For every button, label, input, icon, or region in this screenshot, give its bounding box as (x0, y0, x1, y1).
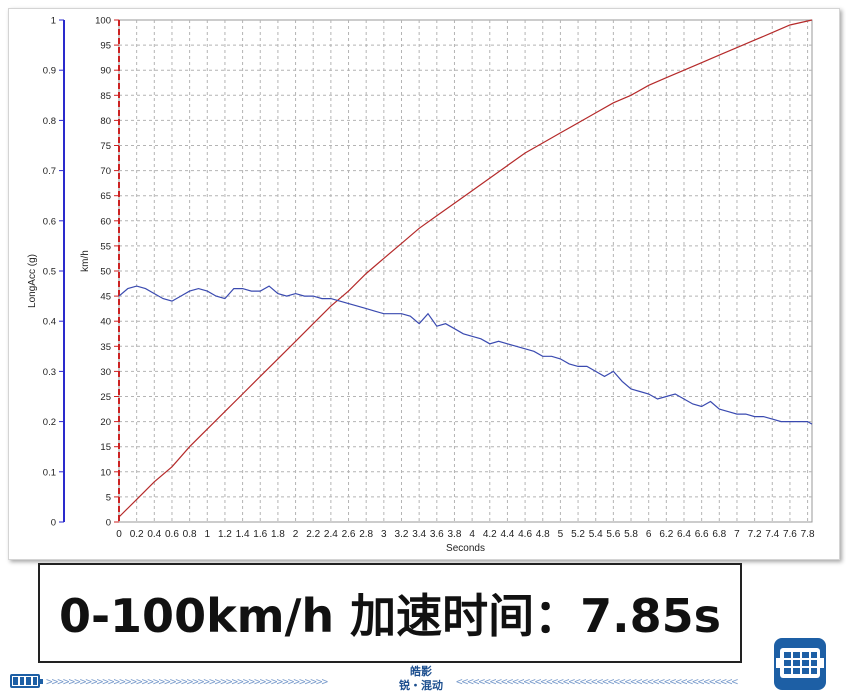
x-tick-label: 6.6 (695, 529, 709, 540)
speed-tick-label: 20 (100, 417, 111, 428)
speed-tick-label: 25 (100, 392, 111, 403)
x-tick-label: 0.6 (165, 529, 179, 540)
x-tick-label: 6 (646, 529, 652, 540)
x-tick-label: 2.6 (342, 529, 356, 540)
arrows-right: <<<<<<<<<<<<<<<<<<<<<<<<<<<<<<<<<<<<<<<<… (456, 675, 738, 688)
x-tick-label: 4.2 (483, 529, 497, 540)
speed-tick-label: 5 (106, 492, 111, 503)
speed-tick-label: 50 (100, 267, 111, 278)
x-tick-label: 4 (469, 529, 475, 540)
x-axis-label: Seconds (446, 543, 485, 554)
x-tick-label: 1.4 (236, 529, 250, 540)
x-tick-label: 5 (558, 529, 564, 540)
x-tick-label: 3.6 (430, 529, 444, 540)
x-tick-label: 5.4 (589, 529, 603, 540)
x-tick-label: 3.2 (395, 529, 409, 540)
x-tick-label: 3.4 (412, 529, 426, 540)
speed-tick-label: 45 (100, 292, 111, 303)
x-tick-label: 7.4 (765, 529, 779, 540)
chart-panel: 0 0.2 0.4 0.6 0.8 1 1.2 1.4 1.6 1.8 2 2.2 2.4 2.6 2.8 3… (8, 8, 840, 560)
speed-series-line (118, 19, 813, 518)
speed-tick-label: 100 (95, 16, 111, 27)
speed-tick-label: 85 (100, 91, 111, 102)
brand-line-2: 锐・混动 (399, 679, 443, 692)
x-tick-label: 7.8 (801, 529, 815, 540)
x-tick-label: 3.8 (448, 529, 462, 540)
x-tick-label: 6.8 (712, 529, 726, 540)
arrows-left: >>>>>>>>>>>>>>>>>>>>>>>>>>>>>>>>>>>>>>>>… (46, 675, 328, 688)
speed-tick-label: 75 (100, 141, 111, 152)
speed-axis-label: km/h (80, 250, 91, 272)
x-tick-label: 7.6 (783, 529, 797, 540)
x-tick-label: 7 (734, 529, 740, 540)
x-tick-label: 6.2 (659, 529, 673, 540)
acc-tick-label: 0 (51, 518, 56, 529)
speed-tick-label: 65 (100, 191, 111, 202)
x-tick-label: 2.2 (306, 529, 320, 540)
x-tick-label: 4.8 (536, 529, 550, 540)
x-tick-label: 7.2 (748, 529, 762, 540)
x-tick-label: 0 (116, 529, 122, 540)
acc-tick-label: 0.7 (43, 166, 56, 177)
speed-tick-label: 90 (100, 66, 111, 77)
x-tick-label: 5.6 (606, 529, 620, 540)
chart-svg: 0 0.2 0.4 0.6 0.8 1 1.2 1.4 1.6 1.8 2 2.2 2.4 2.6 2.8 3… (27, 16, 815, 555)
acc-axis-label: LongAcc (g) (27, 254, 38, 308)
speed-tick-label: 60 (100, 216, 111, 227)
x-tick-label: 4.4 (500, 529, 514, 540)
brand-line-1: 皓影 (410, 665, 432, 678)
speed-tick-label: 55 (100, 241, 111, 252)
brand-text: 皓影 锐・混动 (386, 665, 456, 693)
x-tick-label: 0.8 (183, 529, 197, 540)
x-tick-label: 5.2 (571, 529, 585, 540)
speed-tick-label: 15 (100, 442, 111, 453)
x-tick-label: 1 (204, 529, 210, 540)
x-tick-label: 0.4 (147, 529, 161, 540)
footer-bar: >>>>>>>>>>>>>>>>>>>>>>>>>>>>>>>>>>>>>>>>… (0, 638, 846, 698)
x-tick-label: 2 (293, 529, 299, 540)
acc-tick-label: 0.9 (43, 66, 56, 77)
x-tick-label: 1.2 (218, 529, 232, 540)
speed-tick-label: 0 (106, 518, 111, 529)
speed-tick-label: 30 (100, 367, 111, 378)
x-tick-label: 2.8 (359, 529, 373, 540)
x-tick-label: 2.4 (324, 529, 338, 540)
speed-tick-label: 80 (100, 116, 111, 127)
acc-series-line (118, 285, 813, 425)
engine-grid-icon (774, 638, 826, 690)
speed-tick-label: 70 (100, 166, 111, 177)
acc-tick-label: 0.4 (43, 317, 56, 328)
x-tick-label: 1.6 (253, 529, 267, 540)
headline-box: 0-100km/h 加速时间：7.85s (38, 563, 742, 663)
acc-tick-label: 0.6 (43, 216, 56, 227)
speed-tick-label: 35 (100, 342, 111, 353)
x-tick-label: 3 (381, 529, 387, 540)
battery-icon (10, 674, 43, 688)
acc-tick-label: 0.1 (43, 467, 56, 478)
acc-tick-label: 0.3 (43, 367, 56, 378)
speed-tick-label: 40 (100, 317, 111, 328)
headline-text: 0-100km/h 加速时间：7.85s (58, 589, 722, 643)
x-tick-label: 1.8 (271, 529, 285, 540)
speed-tick-label: 95 (100, 41, 111, 52)
speed-tick-label: 10 (100, 467, 111, 478)
x-tick-label: 0.2 (130, 529, 144, 540)
acc-tick-label: 0.8 (43, 116, 56, 127)
acc-tick-label: 1 (51, 16, 56, 27)
acc-tick-label: 0.5 (43, 267, 56, 278)
acc-tick-label: 0.2 (43, 417, 56, 428)
x-tick-label: 6.4 (677, 529, 691, 540)
x-tick-label: 5.8 (624, 529, 638, 540)
x-tick-label: 4.6 (518, 529, 532, 540)
